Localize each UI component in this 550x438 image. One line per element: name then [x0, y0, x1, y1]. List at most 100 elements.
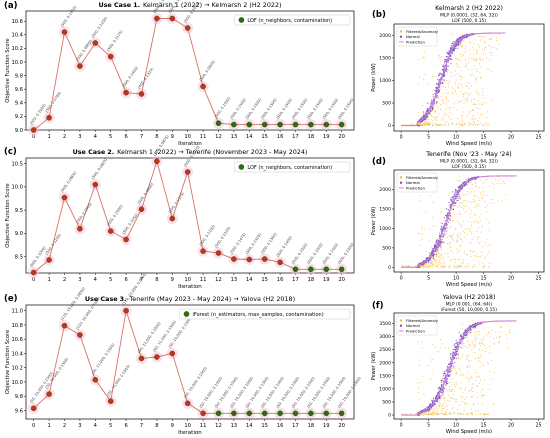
anomaly-point — [432, 105, 435, 107]
anomaly-point — [480, 191, 482, 193]
normal-point — [459, 185, 461, 187]
legend-box — [396, 315, 438, 336]
normal-point — [456, 197, 458, 199]
anomaly-point — [496, 48, 498, 50]
anomaly-point — [423, 393, 425, 395]
normal-point — [430, 407, 432, 409]
anomaly-point — [464, 46, 466, 48]
anomaly-point — [473, 57, 475, 59]
anomaly-point — [468, 87, 470, 89]
anomaly-point — [461, 224, 463, 226]
anomaly-point — [466, 354, 468, 356]
anomaly-point — [486, 238, 488, 240]
anomaly-point — [437, 252, 439, 254]
anomaly-point — [446, 414, 448, 416]
anomaly-point — [457, 196, 460, 198]
anomaly-point — [454, 54, 456, 56]
normal-point — [441, 78, 444, 80]
anomaly-point — [436, 105, 438, 107]
anomaly-point — [482, 195, 484, 197]
anomaly-point — [477, 103, 480, 105]
anomaly-point — [465, 124, 467, 126]
anomaly-point — [448, 400, 450, 402]
anomaly-point — [423, 264, 425, 267]
anomaly-point — [448, 84, 450, 86]
anomaly-point — [477, 411, 479, 413]
anomaly-point — [457, 118, 459, 120]
anomaly-point — [434, 111, 436, 113]
normal-point — [462, 38, 464, 40]
anomaly-point — [478, 402, 480, 405]
anomaly-point — [451, 398, 453, 400]
anomaly-point — [464, 250, 466, 252]
anomaly-point — [451, 107, 453, 109]
anomaly-point — [426, 211, 428, 213]
normal-point — [454, 190, 457, 192]
anomaly-point — [472, 221, 474, 223]
anomaly-point — [454, 262, 456, 264]
anomaly-point — [446, 108, 448, 110]
anomaly-point — [461, 266, 463, 268]
anomaly-point — [487, 266, 489, 268]
anomaly-point — [438, 97, 440, 99]
anomaly-point — [460, 56, 462, 58]
anomaly-point — [500, 325, 502, 327]
x-tick-label: 7 — [140, 423, 143, 429]
anomaly-point — [466, 234, 468, 236]
anomaly-point — [470, 396, 472, 398]
anomaly-point — [419, 244, 421, 246]
normal-point — [456, 38, 459, 40]
anomaly-point — [469, 213, 471, 216]
anomaly-point — [418, 413, 421, 415]
anomaly-point — [436, 252, 438, 254]
anomaly-point — [444, 123, 446, 125]
anomaly-point — [472, 75, 474, 77]
normal-point — [451, 52, 453, 54]
anomaly-point — [480, 66, 482, 68]
x-axis-label: Wind Speed (m/s) — [446, 429, 492, 435]
anomaly-point — [473, 250, 475, 252]
anomaly-point — [471, 409, 473, 411]
normal-point — [469, 330, 471, 332]
anomaly-point — [453, 213, 456, 216]
anomaly-point — [466, 403, 468, 405]
anomaly-point — [444, 266, 447, 268]
x-tick-label: 6 — [124, 277, 127, 283]
anomaly-point — [494, 343, 496, 345]
normal-point — [427, 260, 429, 262]
normal-point — [417, 125, 419, 127]
anomaly-point — [456, 123, 458, 125]
normal-point — [438, 82, 440, 84]
normal-point — [442, 69, 444, 71]
anomaly-point — [457, 66, 459, 68]
anomaly-point — [492, 187, 495, 190]
anomaly-point — [420, 381, 422, 383]
anomaly-point — [476, 196, 478, 198]
anomaly-point — [479, 39, 481, 41]
normal-point — [466, 333, 468, 335]
y-tick-label: 8.5 — [15, 255, 23, 261]
x-tick-label: 2 — [63, 134, 66, 140]
normal-point — [440, 241, 442, 243]
anomaly-point — [440, 249, 442, 251]
anomaly-point — [445, 411, 447, 413]
legend-filtered-marker — [399, 176, 403, 179]
normal-point — [440, 384, 442, 386]
anomaly-point — [470, 212, 472, 214]
anomaly-point — [443, 124, 445, 126]
normal-point — [452, 195, 454, 197]
data-point — [30, 405, 37, 412]
anomaly-point — [485, 47, 487, 49]
legend-normal-marker — [399, 35, 403, 38]
data-point — [154, 354, 160, 360]
anomaly-point — [455, 52, 457, 54]
anomaly-point — [475, 203, 477, 205]
anomaly-point — [433, 259, 435, 261]
legend-filtered-label: Filtered/Anomaly — [406, 318, 439, 323]
anomaly-point — [443, 397, 445, 399]
anomaly-point — [449, 266, 451, 268]
normal-point — [433, 255, 435, 257]
normal-point — [426, 110, 428, 112]
anomaly-point — [436, 124, 438, 126]
legend-marker — [183, 311, 190, 317]
